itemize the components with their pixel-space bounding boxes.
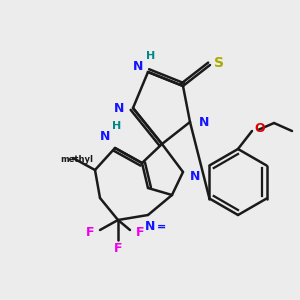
Text: =: = (158, 222, 166, 232)
Text: F: F (86, 226, 94, 238)
Text: O: O (255, 122, 265, 134)
Text: H: H (112, 121, 122, 131)
Text: N: N (133, 61, 143, 74)
Text: F: F (114, 242, 122, 254)
Text: F: F (136, 226, 144, 238)
Text: N: N (100, 130, 110, 142)
Text: N: N (114, 101, 124, 115)
Text: H: H (146, 51, 156, 61)
Text: N: N (190, 169, 200, 182)
Text: N: N (145, 220, 155, 233)
Text: S: S (214, 56, 224, 70)
Text: N: N (199, 116, 209, 128)
Text: methyl: methyl (61, 155, 94, 164)
